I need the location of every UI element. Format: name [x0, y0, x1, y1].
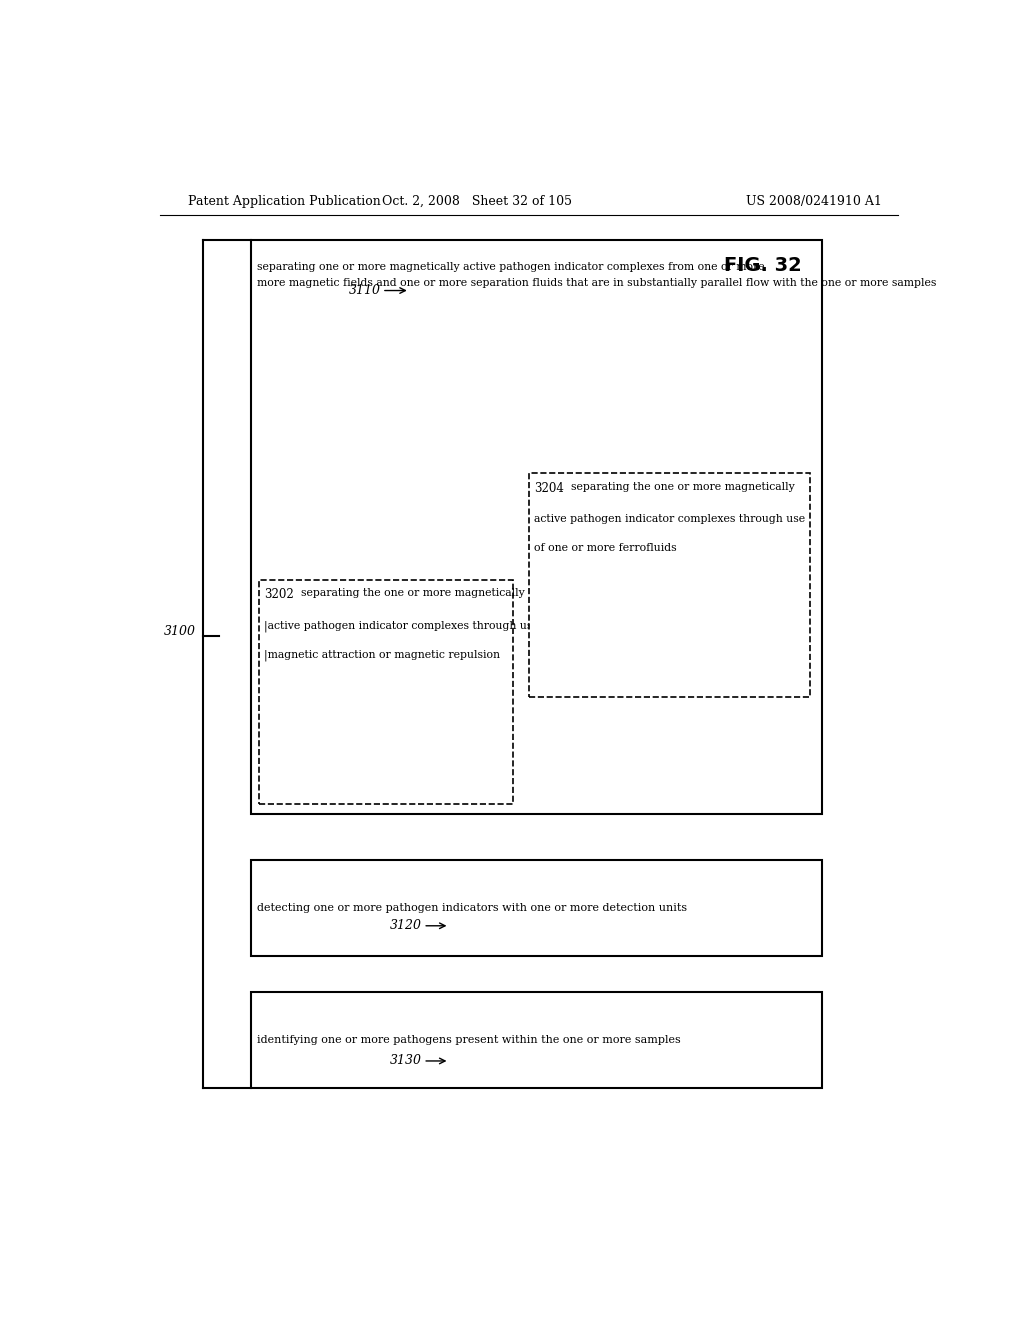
- Bar: [251, 859, 822, 956]
- Text: 3202: 3202: [264, 589, 294, 602]
- Bar: [259, 581, 513, 804]
- Bar: [528, 474, 811, 697]
- Text: separating the one or more magnetically: separating the one or more magnetically: [301, 589, 524, 598]
- Text: separating the one or more magnetically: separating the one or more magnetically: [570, 482, 795, 491]
- Text: |magnetic attraction or magnetic repulsion: |magnetic attraction or magnetic repulsi…: [264, 649, 501, 661]
- Text: detecting one or more pathogen indicators with one or more detection units: detecting one or more pathogen indicator…: [257, 903, 687, 913]
- Text: separating one or more magnetically active pathogen indicator complexes from one: separating one or more magnetically acti…: [257, 263, 764, 272]
- Text: identifying one or more pathogens present within the one or more samples: identifying one or more pathogens presen…: [257, 1035, 680, 1045]
- Bar: [251, 240, 822, 814]
- Text: 3204: 3204: [535, 482, 564, 495]
- Bar: [251, 991, 822, 1089]
- Text: active pathogen indicator complexes through use: active pathogen indicator complexes thro…: [535, 515, 806, 524]
- Text: US 2008/0241910 A1: US 2008/0241910 A1: [746, 194, 882, 207]
- Text: 3100: 3100: [164, 624, 196, 638]
- Text: FIG. 32: FIG. 32: [724, 256, 802, 275]
- Text: more magnetic fields and one or more separation fluids that are in substantially: more magnetic fields and one or more sep…: [257, 279, 936, 288]
- Text: of one or more ferrofluids: of one or more ferrofluids: [535, 543, 677, 553]
- Text: Patent Application Publication: Patent Application Publication: [187, 194, 380, 207]
- Text: 3130: 3130: [389, 1055, 422, 1068]
- Text: |active pathogen indicator complexes through use of: |active pathogen indicator complexes thr…: [264, 620, 553, 632]
- Text: 3120: 3120: [389, 919, 422, 932]
- Text: Oct. 2, 2008   Sheet 32 of 105: Oct. 2, 2008 Sheet 32 of 105: [382, 194, 572, 207]
- Text: 3110: 3110: [348, 284, 380, 297]
